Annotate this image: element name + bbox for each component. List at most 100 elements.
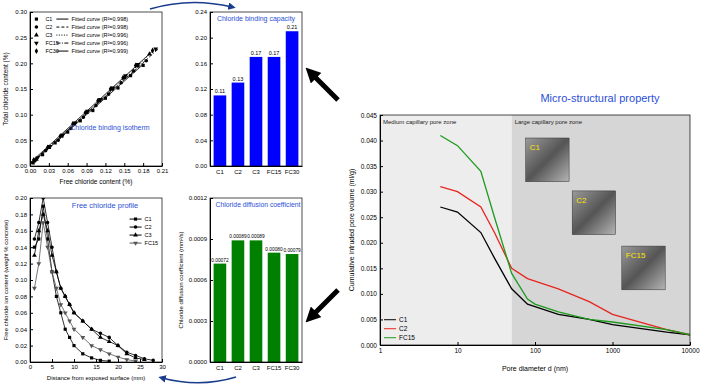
point <box>32 253 37 257</box>
chart-title: Chloride binding isotherm <box>70 124 150 132</box>
legend-swatch <box>384 337 396 338</box>
tick: 1000 <box>606 342 621 354</box>
tick-label: 0.16 <box>15 228 27 234</box>
tick-mark <box>210 198 213 199</box>
legend-label: FC15 <box>399 334 415 341</box>
tick-mark <box>74 359 75 362</box>
tick: 0.020 <box>361 239 383 246</box>
tick-label: 0.12 <box>195 86 207 92</box>
point <box>142 357 147 361</box>
micrograph <box>526 138 569 182</box>
arrow <box>314 290 338 314</box>
tick-label: 0.035 <box>361 163 378 170</box>
series-line <box>440 207 690 335</box>
tick-label: 0.030 <box>361 188 378 195</box>
tick: 0.16 <box>15 228 33 234</box>
tick-label: 0.03 <box>44 168 56 174</box>
tick-label: 0.20 <box>195 35 207 41</box>
legend-item: FC15 <box>384 334 415 341</box>
tick: 0.12 <box>15 261 33 267</box>
plot-area <box>32 198 155 362</box>
legend-label: Fitted curve (R²=0.996) <box>71 40 128 46</box>
bar <box>268 253 281 362</box>
tick-mark <box>30 313 33 314</box>
tick-label: 20 <box>115 364 122 370</box>
tick-mark <box>49 163 50 166</box>
y-axis-title: Total chloride content (%) <box>2 52 10 125</box>
zone <box>380 115 512 345</box>
tick: 0.040 <box>361 137 383 144</box>
tick: 0.0003 <box>189 318 213 324</box>
bar <box>268 57 281 166</box>
tick-label: 0.0012 <box>189 195 208 201</box>
point <box>72 344 75 347</box>
tick-mark <box>380 141 383 142</box>
point <box>89 326 94 330</box>
legend-item: FC15 <box>34 40 59 46</box>
data-label: 0.13 <box>233 76 244 82</box>
tick: 15 <box>93 359 100 370</box>
data-label: 0.00072 <box>211 258 229 263</box>
tick: 0.04 <box>15 327 33 333</box>
chart-title: Chloride binding capacity <box>217 15 296 23</box>
tick-mark <box>380 166 383 167</box>
point <box>64 328 67 331</box>
legend-item: C1 <box>384 316 408 323</box>
point <box>58 285 63 289</box>
chart: 1101001000100000.0000.0050.0100.0150.020… <box>348 92 700 373</box>
point <box>107 336 111 340</box>
plot-area <box>30 48 159 165</box>
micrograph <box>572 191 615 235</box>
point <box>41 212 46 216</box>
tick-label: 0.005 <box>361 316 378 323</box>
point <box>124 358 129 362</box>
tick-label: 0.08 <box>15 294 27 300</box>
figure: 0.000.030.060.090.120.150.180.210.000.05… <box>0 0 711 384</box>
axis: 0.00000.00030.00060.00090.0012 <box>189 195 213 365</box>
tick: 0.06 <box>62 163 74 174</box>
tick: FC30 <box>285 362 300 371</box>
tick: 30 <box>159 359 166 370</box>
arrow <box>150 2 232 9</box>
legend-label: C1 <box>399 316 408 323</box>
tick-label: 0.040 <box>361 137 378 144</box>
tick-label: 0.09 <box>81 168 93 174</box>
tick-label: 0.15 <box>119 168 131 174</box>
tick-mark <box>96 359 97 362</box>
x-axis-title: Free chloride content (%) <box>60 178 133 186</box>
plot-area <box>214 31 299 166</box>
y-axis-title: Cumulative intruded pore volume (ml/g) <box>348 169 356 292</box>
tick-mark <box>52 359 53 362</box>
tick-mark <box>380 115 383 116</box>
tick-mark <box>124 163 125 166</box>
tick-label: 0.12 <box>100 168 112 174</box>
plot-frame <box>210 198 302 362</box>
tick: 0.21 <box>157 163 169 174</box>
tick: C1 <box>216 166 224 175</box>
micrograph-label: C2 <box>576 196 587 205</box>
axis: 0.000.040.080.120.160.200.24 <box>195 9 213 169</box>
tick: 0.10 <box>15 277 33 283</box>
tick-mark <box>458 342 459 345</box>
tick-mark <box>210 362 213 363</box>
legend-label: C2 <box>45 24 52 30</box>
point <box>124 351 129 355</box>
tick-label: 0.0009 <box>189 236 208 242</box>
tick-label: 0.00 <box>15 359 27 365</box>
tick-label: 0.30 <box>15 9 27 15</box>
data-label: 0.17 <box>251 50 262 56</box>
point <box>50 270 55 274</box>
tick: 0.14 <box>15 245 33 251</box>
tick-mark <box>210 38 213 39</box>
tick-mark <box>140 359 141 362</box>
tick-mark <box>210 140 213 141</box>
point <box>90 356 93 359</box>
tick: 0.0012 <box>189 195 213 201</box>
tick: 0.00 <box>15 359 33 365</box>
point <box>67 320 72 324</box>
point <box>50 253 55 257</box>
plot-frame <box>30 198 162 362</box>
point <box>54 269 59 273</box>
tick-mark <box>210 115 213 116</box>
tick-mark <box>535 342 536 345</box>
